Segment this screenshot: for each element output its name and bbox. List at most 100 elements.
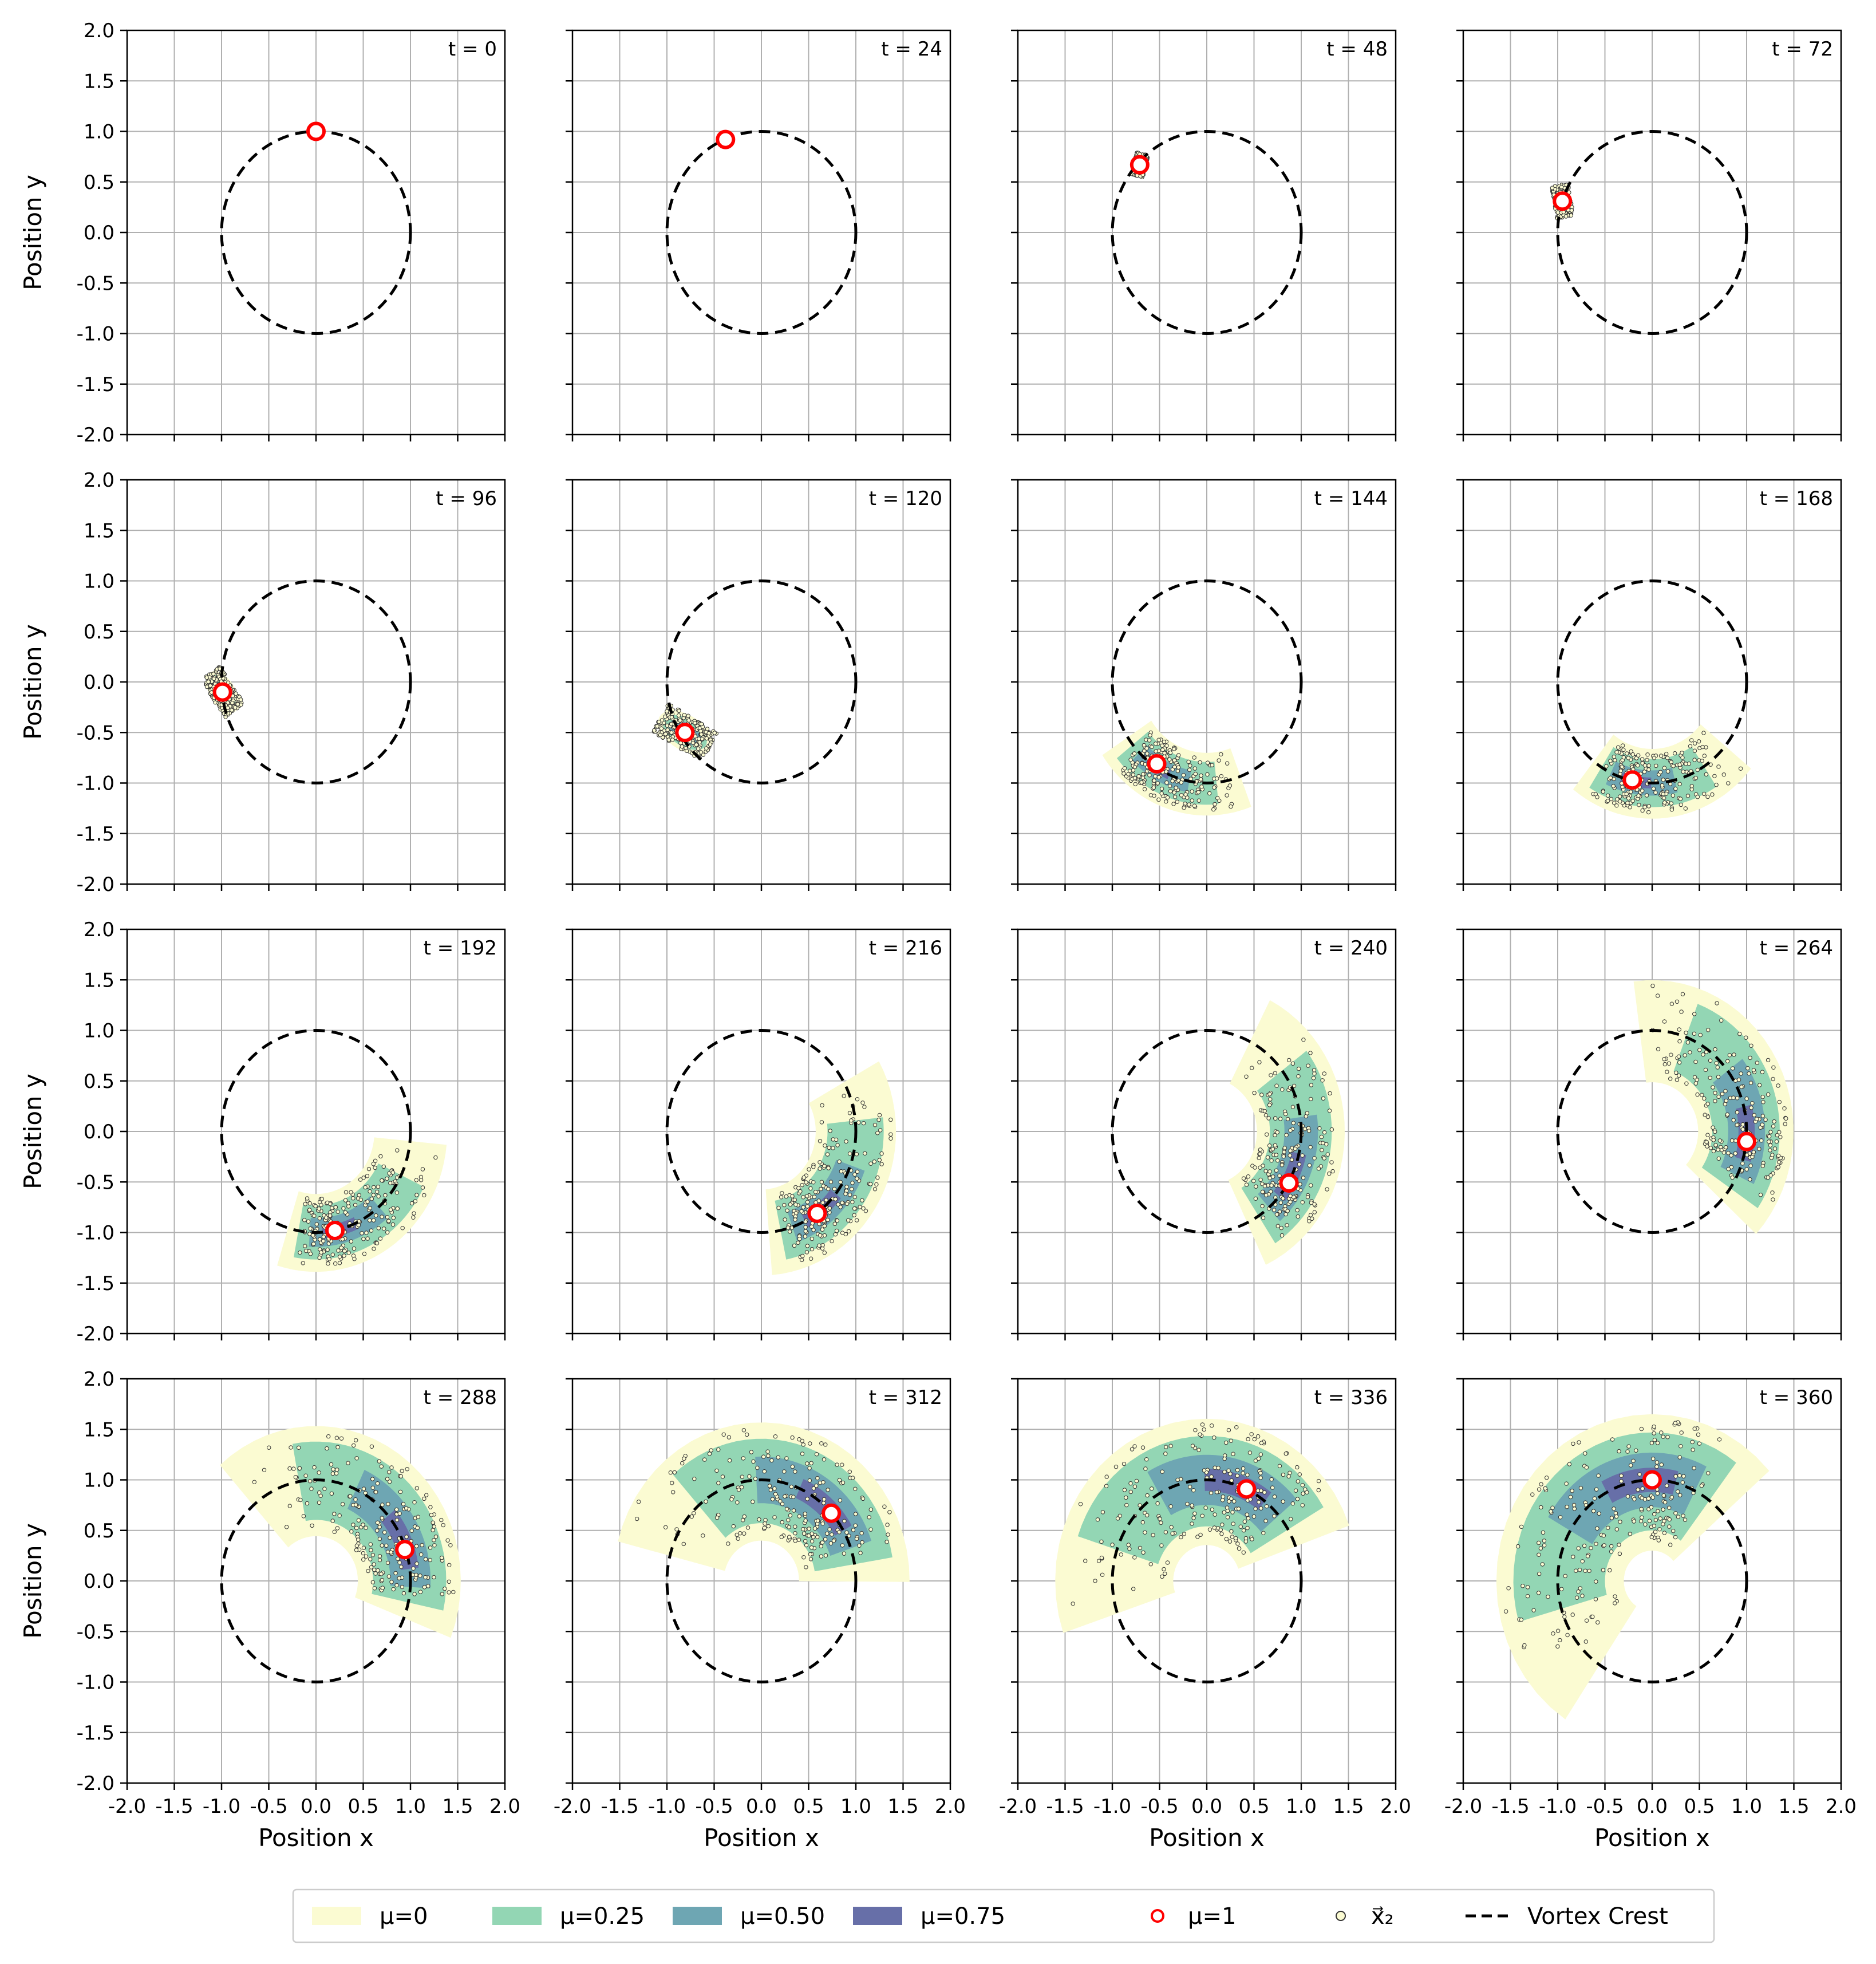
- x2-point: [837, 1160, 842, 1164]
- x2-point: [308, 1252, 313, 1256]
- x2-point: [1551, 1631, 1555, 1636]
- x2-point: [799, 1209, 804, 1214]
- x2-point: [821, 1480, 826, 1485]
- x2-point: [1515, 1544, 1520, 1549]
- x2-point: [1271, 1208, 1277, 1212]
- x2-point: [1236, 1506, 1241, 1511]
- x2-point: [1571, 1441, 1575, 1446]
- x2-point: [1537, 1571, 1542, 1576]
- x2-point: [1296, 1479, 1301, 1484]
- x2-point: [884, 1540, 889, 1544]
- x-tick-label: -2.0: [554, 1795, 591, 1818]
- x2-point: [1606, 793, 1610, 798]
- x2-point: [788, 1202, 793, 1207]
- x2-point: [823, 1143, 827, 1148]
- x2-point: [822, 1497, 827, 1502]
- panel-3: t = 72: [1456, 29, 1842, 441]
- x2-point: [1702, 1096, 1707, 1101]
- x2-point: [1268, 1097, 1273, 1102]
- y-tick-label: -1.0: [77, 1222, 114, 1245]
- x2-point: [370, 1477, 375, 1481]
- x2-point: [839, 1169, 844, 1174]
- x2-point: [736, 1536, 740, 1541]
- x2-point: [1124, 1502, 1129, 1508]
- y-tick-label: 0.0: [84, 1570, 114, 1593]
- x2-point: [1644, 793, 1649, 798]
- x2-point: [822, 1501, 826, 1505]
- x2-point: [1669, 807, 1674, 812]
- x2-point: [351, 1523, 356, 1527]
- x2-point: [369, 1228, 374, 1233]
- x2-point: [1192, 766, 1197, 771]
- x2-point: [1198, 760, 1202, 765]
- x2-point: [1759, 1138, 1764, 1143]
- x2-point: [309, 1486, 314, 1491]
- x2-point: [833, 1197, 838, 1201]
- x2-point: [1273, 1071, 1277, 1075]
- x2-point: [782, 1469, 787, 1474]
- panel-15: -2.0 -1.5 -1.0 -0.5 0.0 0.5 1.0 1.5 2.0Position …: [1444, 1378, 1857, 1852]
- x2-point: [1674, 1078, 1680, 1082]
- x2-point: [1163, 1452, 1168, 1456]
- x2-point: [1628, 805, 1632, 810]
- x2-point: [850, 1181, 855, 1185]
- x-tick-label: -0.5: [1140, 1795, 1178, 1818]
- x2-point: [1131, 772, 1136, 777]
- x2-point: [377, 1459, 382, 1464]
- x2-point: [1099, 1555, 1104, 1560]
- x2-point: [1126, 1543, 1131, 1547]
- x2-point: [1220, 1523, 1225, 1527]
- x2-point: [1543, 1486, 1548, 1491]
- x2-point: [1145, 751, 1150, 756]
- x2-point: [1679, 1009, 1684, 1014]
- x2-point: [1658, 1516, 1663, 1521]
- x2-point: [811, 1180, 816, 1185]
- x2-point: [1652, 1431, 1656, 1435]
- x2-point: [414, 1572, 418, 1577]
- x2-point: [705, 727, 710, 731]
- x2-point: [1655, 1491, 1660, 1496]
- x2-point: [1766, 1058, 1771, 1063]
- x2-point: [803, 1518, 808, 1523]
- x2-point: [804, 1180, 808, 1185]
- x2-point: [1258, 1452, 1263, 1457]
- x2-point: [1159, 1543, 1164, 1548]
- x2-point: [1290, 1061, 1296, 1066]
- x2-point: [1176, 753, 1181, 758]
- x2-point: [1293, 1488, 1298, 1493]
- panel-2: t = 48: [1011, 29, 1397, 441]
- x2-point: [314, 1222, 319, 1226]
- x2-point: [1152, 794, 1156, 798]
- x2-point: [1150, 1486, 1154, 1491]
- x2-point: [1618, 768, 1623, 773]
- legend-swatch: [853, 1907, 902, 1925]
- x2-point: [1261, 1531, 1266, 1536]
- x2-point: [1714, 1061, 1719, 1066]
- x2-point: [1768, 1173, 1773, 1178]
- x2-point: [741, 1456, 746, 1461]
- x2-point: [837, 1530, 842, 1535]
- x2-point: [801, 1555, 806, 1560]
- x2-point: [677, 708, 681, 713]
- x2-point: [1329, 1160, 1334, 1165]
- x2-point: [1188, 1485, 1192, 1489]
- x2-point: [1142, 787, 1147, 792]
- x2-point: [1321, 1141, 1325, 1145]
- x2-point: [414, 1193, 419, 1197]
- legend-item-mu050: μ=0.50: [673, 1903, 825, 1930]
- x2-point: [1300, 1200, 1305, 1205]
- x2-point: [1745, 1066, 1750, 1071]
- x2-point: [784, 1194, 789, 1199]
- x2-point: [1760, 1070, 1765, 1074]
- x2-point: [862, 1105, 867, 1109]
- x2-point: [1273, 1143, 1278, 1147]
- x2-point: [375, 1189, 380, 1194]
- x2-point: [1274, 1153, 1279, 1157]
- x2-point: [1692, 1466, 1696, 1470]
- x2-point: [1269, 1183, 1274, 1188]
- x2-point: [1202, 1427, 1206, 1432]
- x2-point: [1650, 984, 1655, 988]
- x2-point: [1104, 1474, 1109, 1479]
- x2-point: [1662, 1057, 1666, 1062]
- x2-point: [1219, 1532, 1224, 1536]
